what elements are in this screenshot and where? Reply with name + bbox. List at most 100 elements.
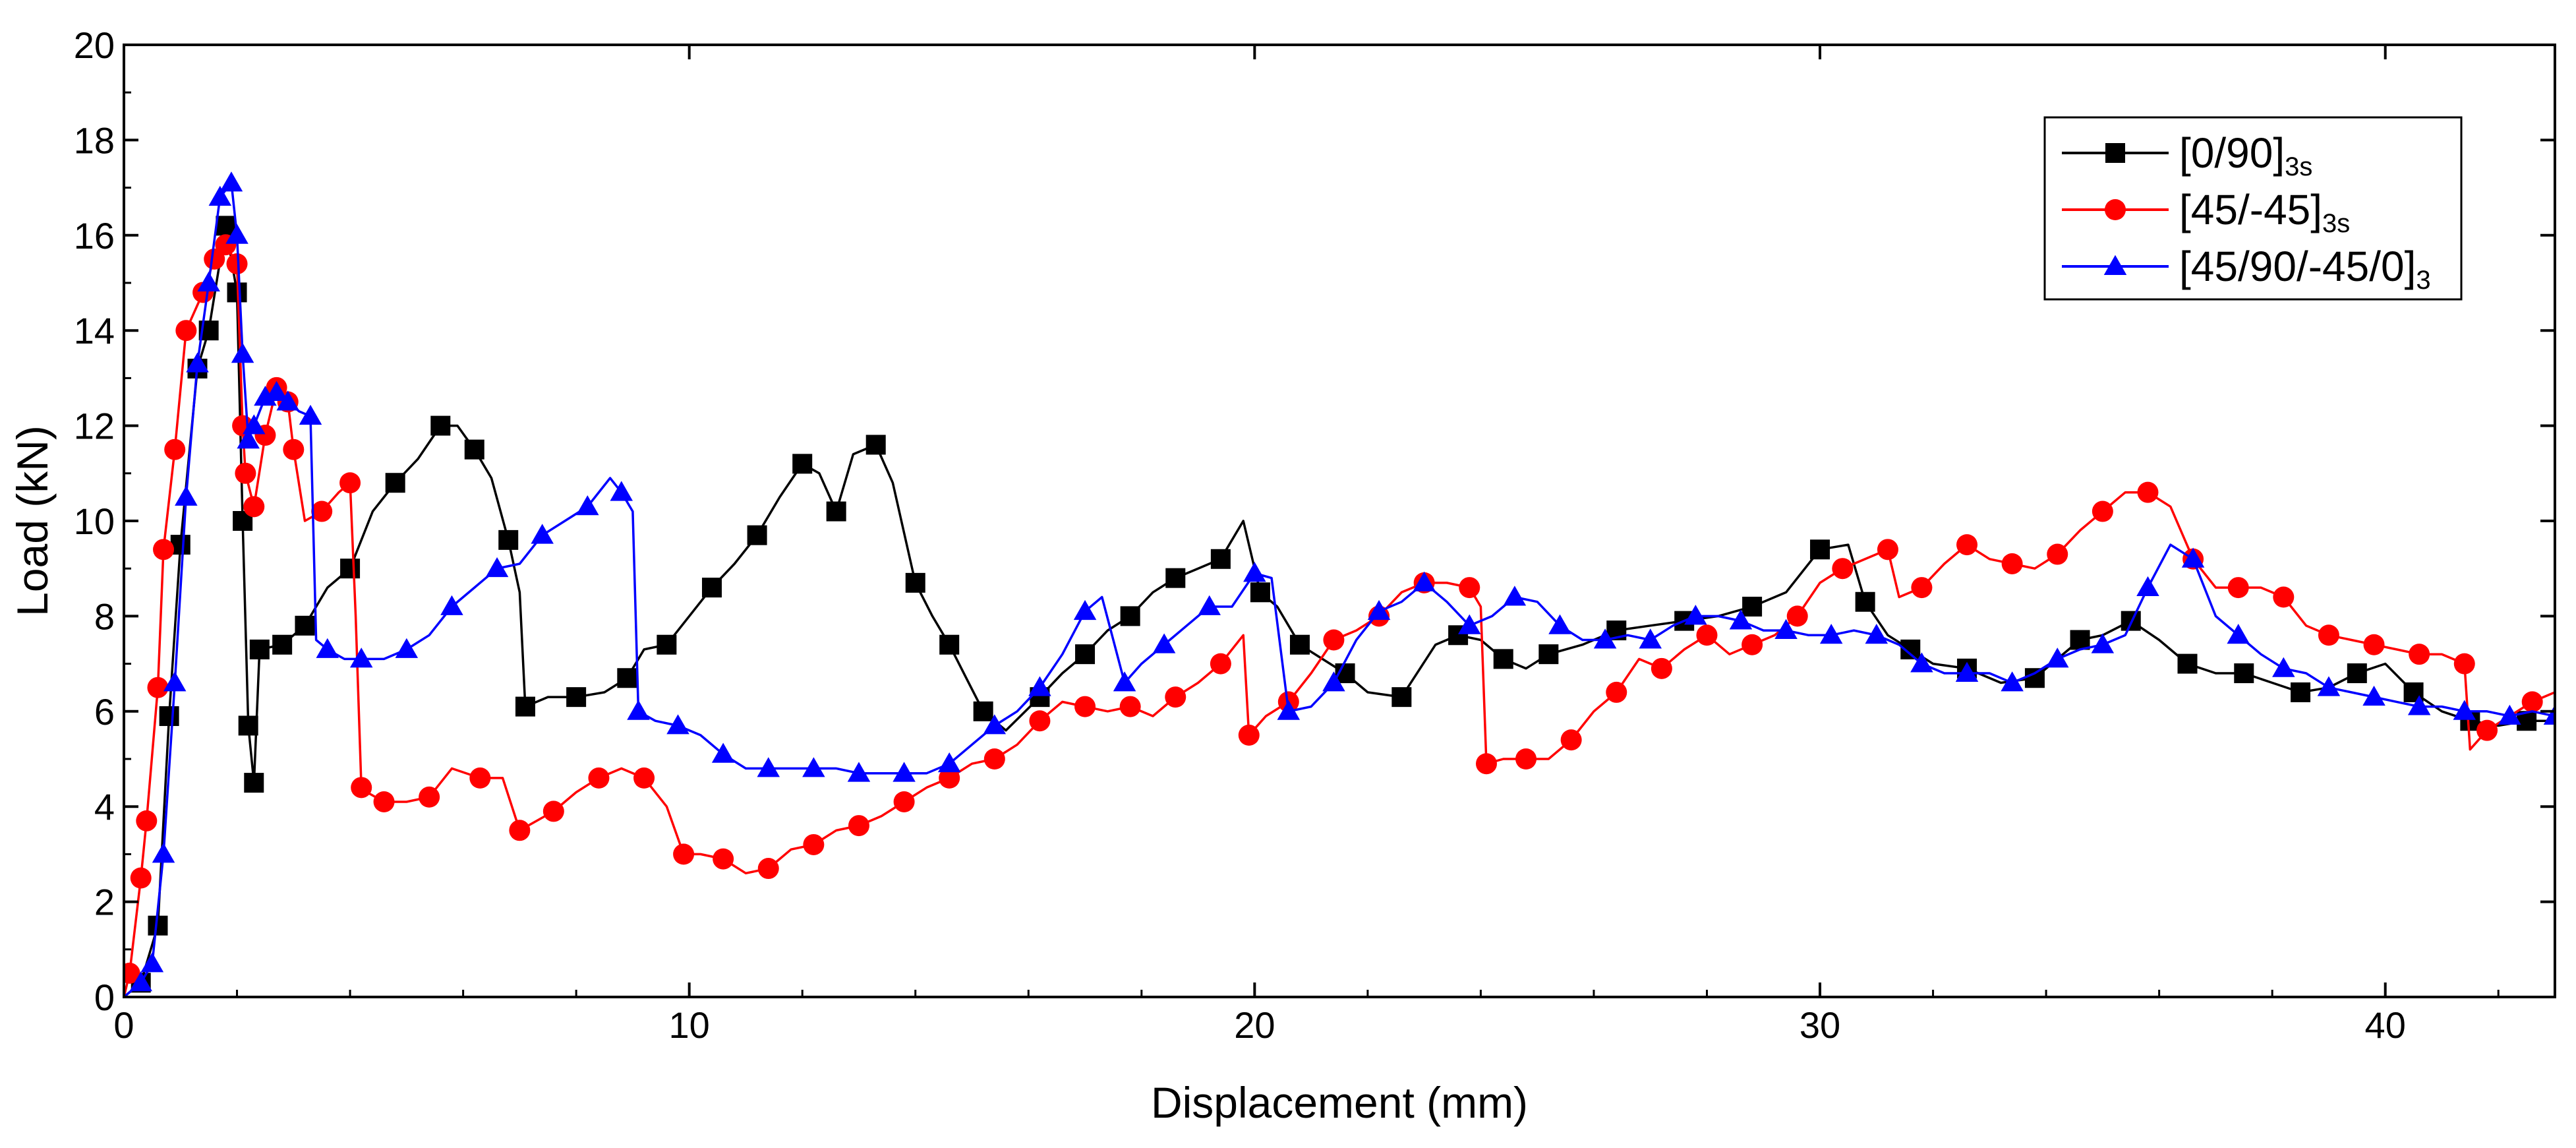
x-tick-label: 0 — [113, 1004, 134, 1046]
legend-entry: [45/90/-45/0]3 — [2062, 243, 2431, 295]
data-point-marker — [1367, 599, 1391, 620]
data-point-marker — [711, 742, 735, 763]
data-point-marker — [757, 858, 779, 880]
data-point-marker — [701, 578, 722, 598]
data-point-marker — [351, 777, 372, 799]
data-point-marker — [1413, 571, 1436, 591]
data-point-marker — [186, 352, 209, 373]
data-point-marker — [802, 757, 825, 777]
data-point-marker — [2498, 704, 2521, 725]
data-point-marker — [1475, 753, 1497, 775]
data-point-marker — [1560, 729, 1582, 751]
data-point-marker — [124, 962, 140, 984]
data-point-marker — [1910, 652, 1933, 673]
data-point-marker — [757, 757, 780, 777]
data-point-marker — [238, 715, 258, 736]
data-point-marker — [395, 638, 419, 658]
legend-marker — [2105, 199, 2126, 220]
data-point-marker — [2407, 695, 2431, 715]
data-point-marker — [848, 815, 869, 837]
legend-label: [45/90/-45/0]3 — [2179, 243, 2431, 295]
legend-marker — [2105, 143, 2125, 163]
x-tick-label: 20 — [1234, 1004, 1275, 1046]
data-point-marker — [1696, 624, 1718, 646]
data-point-marker — [1911, 577, 1933, 599]
data-point-marker — [1322, 671, 1345, 692]
data-point-marker — [1955, 661, 1979, 682]
data-point-marker — [1120, 606, 1140, 626]
data-point-marker — [1323, 629, 1345, 651]
data-point-marker — [272, 634, 293, 655]
data-point-marker — [2136, 576, 2159, 597]
data-point-marker — [469, 767, 491, 789]
data-point-marker — [1515, 748, 1537, 770]
data-point-marker — [2362, 685, 2386, 706]
data-point-marker — [1028, 676, 1051, 696]
data-point-marker — [588, 767, 610, 789]
data-point-marker — [1865, 624, 1888, 644]
data-point-marker — [1074, 696, 1096, 717]
data-point-marker — [485, 557, 509, 578]
data-point-marker — [1639, 628, 1662, 649]
data-point-marker — [464, 439, 484, 460]
data-point-marker — [1742, 596, 1763, 617]
legend-label: [45/-45]3s — [2179, 186, 2350, 238]
data-point-marker — [617, 668, 637, 688]
data-point-marker — [1774, 619, 1798, 639]
y-tick-label: 0 — [94, 977, 115, 1018]
data-point-marker — [610, 481, 633, 501]
data-point-marker — [531, 524, 554, 544]
legend: [0/90]3s[45/-45]3s[45/90/-45/0]3 — [2043, 116, 2463, 301]
data-point-marker — [1238, 724, 1260, 746]
data-point-marker — [1877, 539, 1898, 560]
data-point-marker — [1029, 710, 1051, 732]
data-point-marker — [713, 848, 734, 870]
data-point-marker — [983, 714, 1007, 735]
data-point-marker — [2047, 543, 2068, 565]
data-point-marker — [2272, 657, 2295, 677]
data-point-marker — [939, 634, 960, 655]
y-tick-label: 12 — [74, 406, 115, 447]
data-point-marker — [235, 462, 256, 484]
data-point-marker — [509, 820, 531, 841]
data-point-marker — [905, 572, 925, 593]
data-point-marker — [220, 171, 243, 192]
y-tick-label: 8 — [94, 595, 115, 637]
data-point-marker — [204, 248, 225, 270]
data-point-marker — [633, 767, 655, 789]
data-point-marker — [385, 473, 405, 493]
x-tick-label: 40 — [2365, 1004, 2406, 1046]
data-point-marker — [163, 671, 187, 692]
x-tick-label: 10 — [669, 1004, 710, 1046]
data-point-marker — [2070, 630, 2090, 650]
x-tick-label: 30 — [1800, 1004, 1840, 1046]
data-point-marker — [225, 224, 249, 244]
data-point-marker — [1458, 614, 1481, 634]
data-point-marker — [175, 485, 198, 506]
data-point-marker — [295, 615, 315, 636]
y-tick-label: 20 — [74, 24, 115, 66]
data-point-marker — [152, 843, 175, 863]
data-point-marker — [243, 496, 265, 518]
data-point-marker — [1075, 644, 1096, 665]
data-point-marker — [1651, 657, 1672, 679]
data-point-marker — [1165, 686, 1186, 708]
data-point-marker — [2091, 633, 2115, 653]
data-point-marker — [129, 971, 152, 992]
data-point-marker — [1493, 649, 1513, 669]
data-point-marker — [803, 833, 825, 855]
data-point-marker — [666, 714, 689, 735]
data-point-marker — [136, 810, 158, 831]
data-point-marker — [1243, 562, 1266, 582]
data-point-marker — [316, 638, 339, 658]
data-point-marker — [153, 539, 175, 560]
data-point-marker — [2234, 663, 2254, 684]
data-point-marker — [2453, 653, 2475, 675]
y-tick-label: 14 — [74, 310, 115, 351]
data-point-marker — [2137, 481, 2159, 503]
data-point-marker — [339, 472, 361, 494]
data-point-marker — [983, 748, 1005, 770]
data-point-marker — [299, 404, 322, 425]
data-point-marker — [1152, 633, 1176, 653]
data-point-marker — [237, 429, 260, 449]
